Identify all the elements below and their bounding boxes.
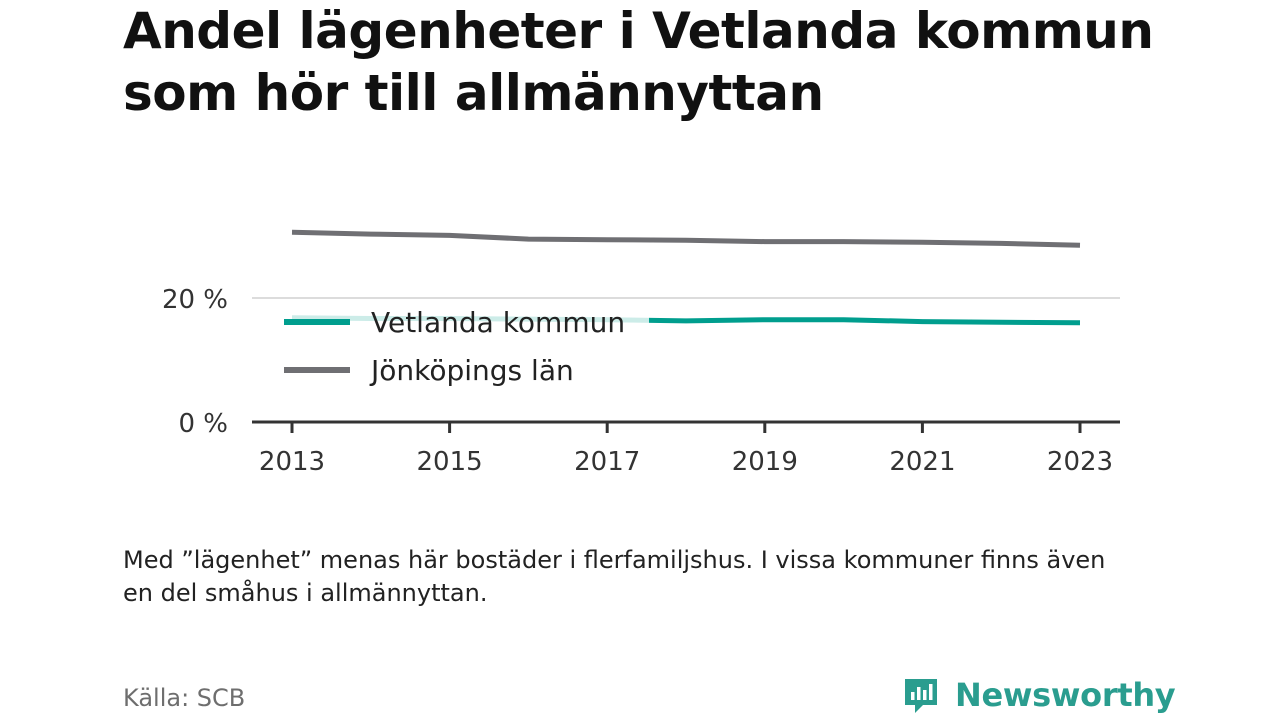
brand-name: Newsworthy [955, 676, 1176, 714]
brand-logo[interactable]: Newsworthy [901, 670, 1176, 720]
chart-note: Med ”lägenhet” menas här bostäder i fler… [123, 546, 1106, 607]
x-tick-label: 2023 [1047, 447, 1113, 477]
x-tick-label: 2019 [732, 447, 798, 477]
x-tick-label: 2013 [259, 447, 325, 477]
source-text: Källa: SCB [123, 684, 246, 712]
chart-title: Andel lägenheter i Vetlanda kommun som h… [123, 2, 1154, 122]
y-tick-label: 20 % [162, 285, 228, 315]
legend-label: Vetlanda kommun [371, 306, 625, 339]
legend-background [277, 300, 649, 400]
legend-label: Jönköpings län [369, 354, 574, 387]
series-line-j-nk-pings-l-n [291, 229, 1081, 248]
newsworthy-logo-icon [905, 679, 937, 713]
axes: 0 % 20 % 2013 2015 2017 2019 2021 2023 [162, 285, 1120, 477]
x-tick-label: 2015 [417, 447, 483, 477]
legend: Vetlanda kommun Jönköpings län [277, 300, 649, 400]
x-tick-label: 2021 [889, 447, 955, 477]
x-tick-label: 2017 [574, 447, 640, 477]
y-tick-label: 0 % [178, 409, 228, 439]
